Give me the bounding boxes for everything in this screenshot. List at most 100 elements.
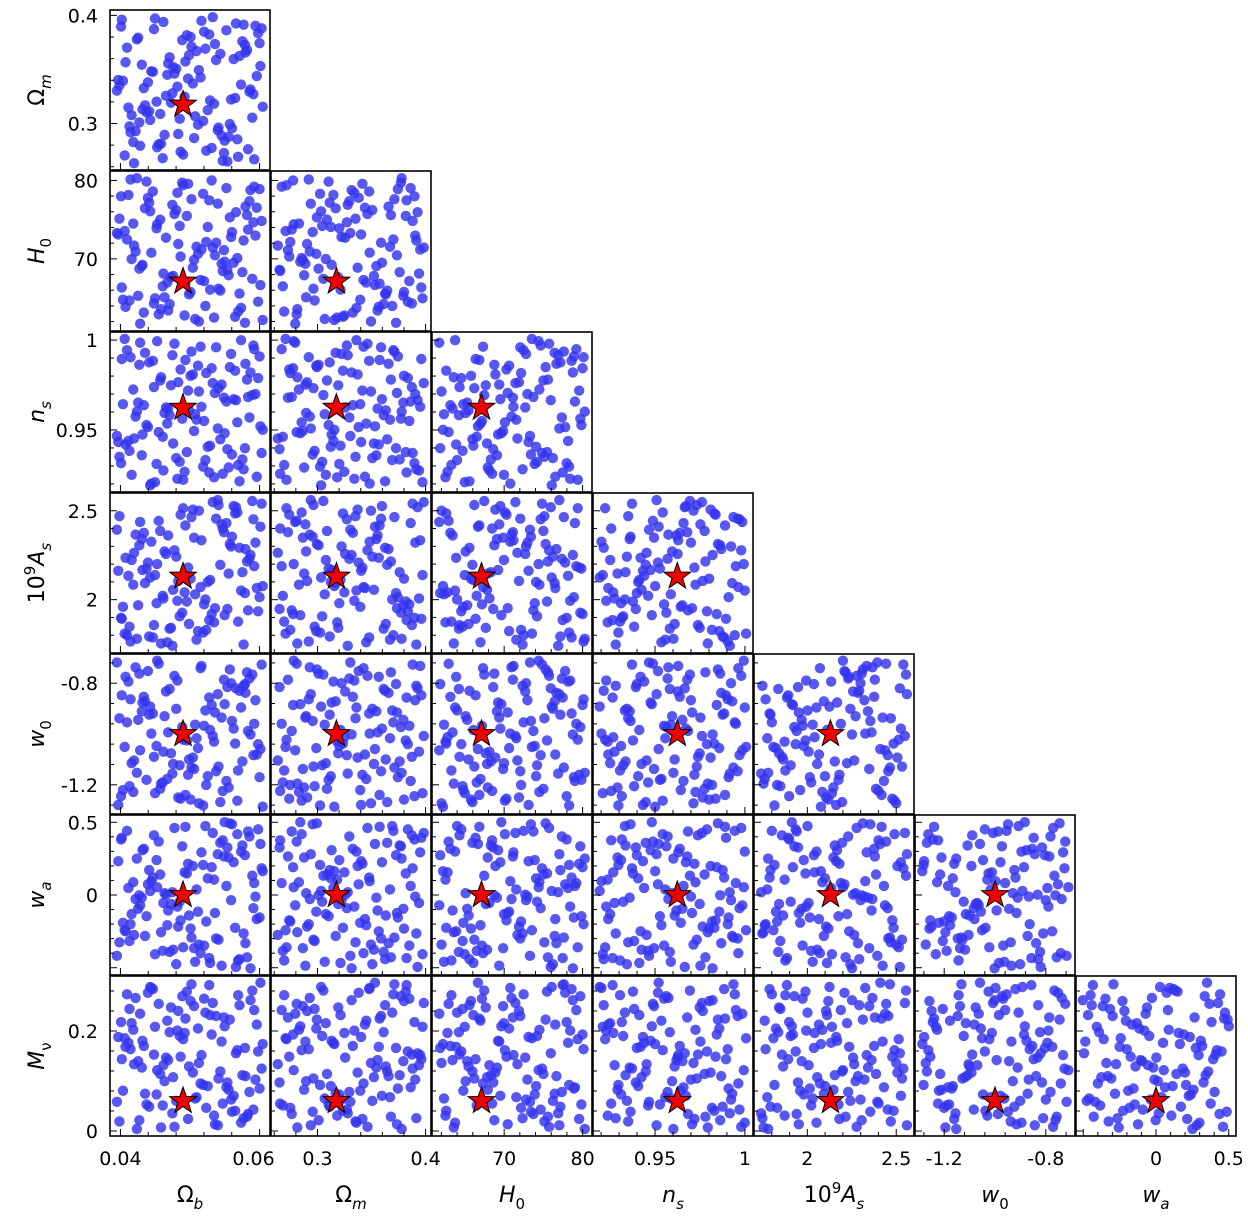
sample-point	[355, 784, 366, 796]
sample-point	[390, 587, 402, 599]
sample-point	[865, 1106, 876, 1117]
fiducial-star	[980, 1085, 1010, 1114]
x-axis-label-H0: H0	[499, 1183, 525, 1213]
sample-point	[180, 520, 191, 531]
sample-point	[894, 683, 906, 694]
sample-point	[319, 408, 330, 420]
sample-point	[160, 232, 172, 243]
sample-point	[153, 426, 164, 438]
sample-point	[1109, 1088, 1121, 1099]
sample-point	[209, 603, 221, 614]
sample-point	[522, 388, 533, 400]
sample-point	[316, 896, 328, 907]
sample-point	[280, 741, 291, 753]
sample-point	[113, 565, 124, 577]
sample-point	[729, 825, 740, 837]
fiducial-star	[662, 1085, 693, 1114]
sample-point	[404, 720, 415, 731]
sample-point	[411, 680, 422, 692]
panel-frame	[431, 653, 593, 815]
sample-point	[578, 918, 589, 930]
sample-point	[837, 1064, 849, 1076]
sample-point	[966, 860, 977, 872]
sample-point	[131, 406, 143, 417]
sample-point	[789, 990, 800, 1002]
sample-point	[217, 265, 228, 277]
sample-point	[842, 673, 854, 684]
sample-point	[792, 681, 804, 693]
sample-point	[826, 1021, 838, 1033]
sample-point	[447, 727, 458, 738]
sample-point	[700, 952, 711, 963]
sample-point	[174, 1030, 185, 1042]
sample-point	[834, 858, 845, 869]
sample-point	[333, 380, 344, 391]
sample-point	[402, 1046, 414, 1057]
sample-point	[870, 1068, 882, 1080]
sample-point	[887, 1051, 898, 1062]
sample-point	[814, 662, 826, 674]
sample-point	[869, 674, 881, 685]
sample-point	[607, 692, 618, 703]
sample-point	[272, 929, 283, 941]
sample-point	[864, 1000, 875, 1012]
sample-point	[518, 629, 529, 641]
sample-point	[151, 223, 162, 234]
sample-point	[305, 198, 316, 209]
sample-point	[533, 655, 544, 666]
sample-point	[117, 601, 129, 613]
sample-point	[234, 542, 245, 553]
panel-ns-vs-Ob: 0.951	[56, 330, 271, 493]
sample-point	[389, 193, 400, 205]
sample-point	[188, 132, 200, 144]
sample-point	[579, 853, 590, 864]
sample-point	[280, 225, 291, 237]
sample-point	[272, 547, 283, 559]
sample-point	[1182, 1113, 1193, 1125]
sample-point	[576, 1099, 587, 1110]
sample-point	[235, 1117, 247, 1128]
sample-point	[284, 793, 295, 804]
sample-point	[648, 763, 660, 775]
sample-point	[652, 665, 664, 677]
sample-point	[542, 1111, 554, 1122]
sample-point	[665, 589, 677, 600]
sample-point	[164, 623, 175, 634]
sample-point	[154, 783, 166, 795]
sample-point	[307, 226, 318, 238]
sample-point	[189, 719, 201, 730]
sample-point	[498, 757, 510, 769]
sample-point	[245, 963, 256, 974]
sample-point	[351, 302, 362, 314]
sample-point	[710, 509, 721, 520]
sample-point	[381, 434, 393, 445]
sample-point	[951, 853, 962, 864]
sample-point	[726, 930, 738, 942]
sample-point	[158, 268, 169, 279]
sample-point	[117, 917, 129, 928]
sample-point	[848, 929, 860, 941]
sample-point	[139, 930, 151, 942]
sample-point	[440, 736, 451, 747]
sample-point	[453, 1026, 465, 1038]
sample-point	[153, 836, 164, 847]
sample-point	[409, 1016, 420, 1028]
fiducial-star	[168, 561, 198, 590]
sample-point	[469, 383, 480, 394]
sample-point	[250, 1074, 261, 1085]
sample-point	[501, 915, 512, 926]
sample-point	[196, 660, 207, 672]
sample-point	[643, 657, 655, 668]
sample-point	[219, 428, 230, 439]
sample-point	[388, 345, 399, 356]
sample-point	[556, 1086, 568, 1098]
sample-point	[255, 977, 266, 988]
fiducial-star	[321, 265, 352, 295]
sample-point	[225, 895, 237, 906]
sample-point	[438, 719, 450, 730]
sample-point	[678, 517, 689, 529]
sample-point	[654, 563, 666, 574]
sample-point	[391, 1119, 403, 1130]
sample-point	[606, 523, 617, 534]
sample-point	[599, 503, 611, 514]
